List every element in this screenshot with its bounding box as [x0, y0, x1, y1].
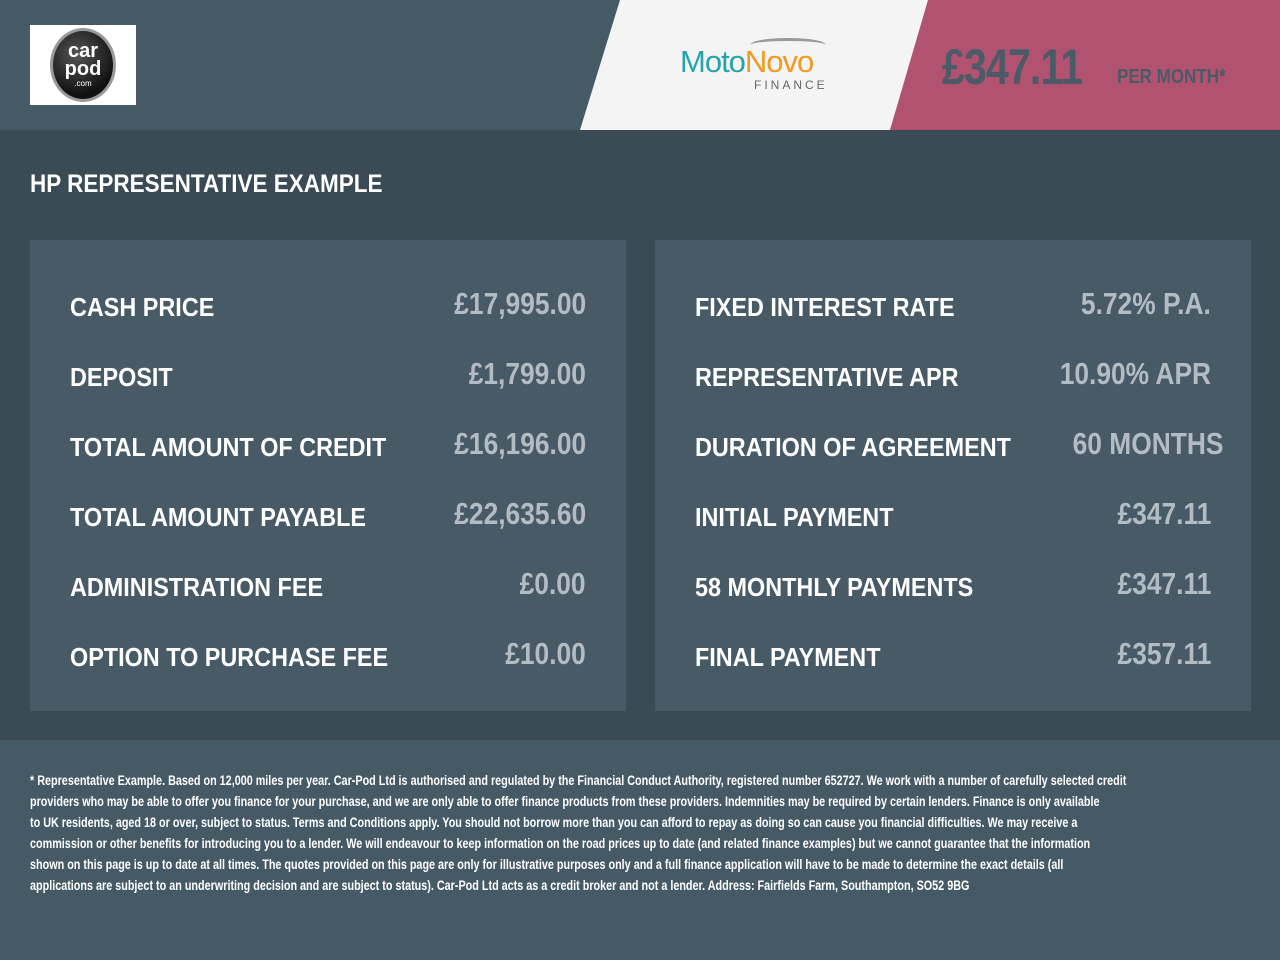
- disclaimer-line: to UK residents, aged 18 or over, subjec…: [30, 815, 1078, 830]
- logo-text-car: car: [67, 40, 99, 63]
- row-value: 10.90% APR: [1059, 356, 1211, 391]
- row-label: ADMINISTRATION FEE: [70, 572, 324, 602]
- finance-row: FINAL PAYMENT £357.11: [695, 630, 1211, 700]
- row-label: TOTAL AMOUNT PAYABLE: [70, 502, 367, 532]
- disclaimer-line: * Representative Example. Based on 12,00…: [30, 773, 1127, 788]
- disclaimer-line: shown on this page is up to date at all …: [30, 857, 1064, 872]
- finance-row: TOTAL AMOUNT OF CREDIT £16,196.00: [70, 420, 586, 490]
- row-value: £0.00: [520, 566, 586, 601]
- disclaimer: * Representative Example. Based on 12,00…: [0, 740, 1280, 960]
- finance-row: DURATION OF AGREEMENT 60 MONTHS: [695, 420, 1223, 490]
- row-label: TOTAL AMOUNT OF CREDIT: [70, 432, 387, 462]
- finance-row: OPTION TO PURCHASE FEE £10.00: [70, 630, 586, 700]
- monthly-price: £347.11: [942, 39, 1083, 95]
- row-value: £347.11: [1117, 566, 1211, 601]
- finance-row: INITIAL PAYMENT £347.11: [695, 490, 1211, 560]
- per-month-label: PER MONTH*: [1117, 66, 1226, 88]
- carpod-logo-disc: car pod .com: [50, 28, 116, 102]
- row-value: £1,799.00: [468, 356, 586, 391]
- finance-row: 58 MONTHLY PAYMENTS £347.11: [695, 560, 1211, 630]
- header: car pod .com MotoNovo FINANCE £347.11 PE…: [0, 0, 1280, 130]
- carpod-logo[interactable]: car pod .com: [30, 25, 136, 105]
- row-value: £347.11: [1117, 496, 1211, 531]
- finance-row: REPRESENTATIVE APR 10.90% APR: [695, 350, 1211, 420]
- car-silhouette-icon: [750, 38, 826, 52]
- left-finance-panel: CASH PRICE £17,995.00 DEPOSIT £1,799.00 TO…: [30, 240, 626, 711]
- disclaimer-line: commission or other benefits for introdu…: [30, 836, 1091, 851]
- row-label: INITIAL PAYMENT: [695, 502, 894, 532]
- row-label: OPTION TO PURCHASE FEE: [70, 642, 389, 672]
- motonovo-logo: MotoNovo FINANCE: [580, 0, 930, 130]
- monthly-price-banner: £347.11 PER MONTH*: [890, 0, 1280, 130]
- row-label: REPRESENTATIVE APR: [695, 362, 959, 392]
- motonovo-wordmark: MotoNovo: [680, 44, 814, 80]
- row-value: £16,196.00: [454, 426, 586, 461]
- finance-text: FINANCE: [754, 78, 828, 92]
- finance-row: DEPOSIT £1,799.00: [70, 350, 586, 420]
- logo-text-pod: pod: [64, 58, 102, 81]
- row-label: FIXED INTEREST RATE: [695, 292, 955, 322]
- right-finance-panel: FIXED INTEREST RATE 5.72% P.A. REPRESENTA…: [655, 240, 1251, 711]
- novo-text: Novo: [744, 44, 814, 79]
- row-value: £10.00: [505, 636, 586, 671]
- row-value: £357.11: [1117, 636, 1211, 671]
- disclaimer-line: providers who may be able to offer you f…: [30, 794, 1100, 809]
- row-label: 58 MONTHLY PAYMENTS: [695, 572, 974, 602]
- finance-row: FIXED INTEREST RATE 5.72% P.A.: [695, 280, 1211, 350]
- disclaimer-line: applications are subject to an underwrit…: [30, 878, 970, 893]
- row-value: 5.72% P.A.: [1081, 286, 1211, 321]
- row-value: £17,995.00: [454, 286, 586, 321]
- row-label: DURATION OF AGREEMENT: [695, 432, 1011, 462]
- moto-text: Moto: [680, 44, 746, 79]
- section-title: HP REPRESENTATIVE EXAMPLE: [30, 170, 383, 198]
- row-value: 60 MONTHS: [1072, 426, 1224, 461]
- row-label: FINAL PAYMENT: [695, 642, 881, 672]
- row-value: £22,635.60: [454, 496, 586, 531]
- finance-row: CASH PRICE £17,995.00: [70, 280, 586, 350]
- row-label: CASH PRICE: [70, 292, 215, 322]
- logo-text-com: .com: [74, 79, 92, 89]
- row-label: DEPOSIT: [70, 362, 173, 392]
- finance-row: ADMINISTRATION FEE £0.00: [70, 560, 586, 630]
- finance-row: TOTAL AMOUNT PAYABLE £22,635.60: [70, 490, 586, 560]
